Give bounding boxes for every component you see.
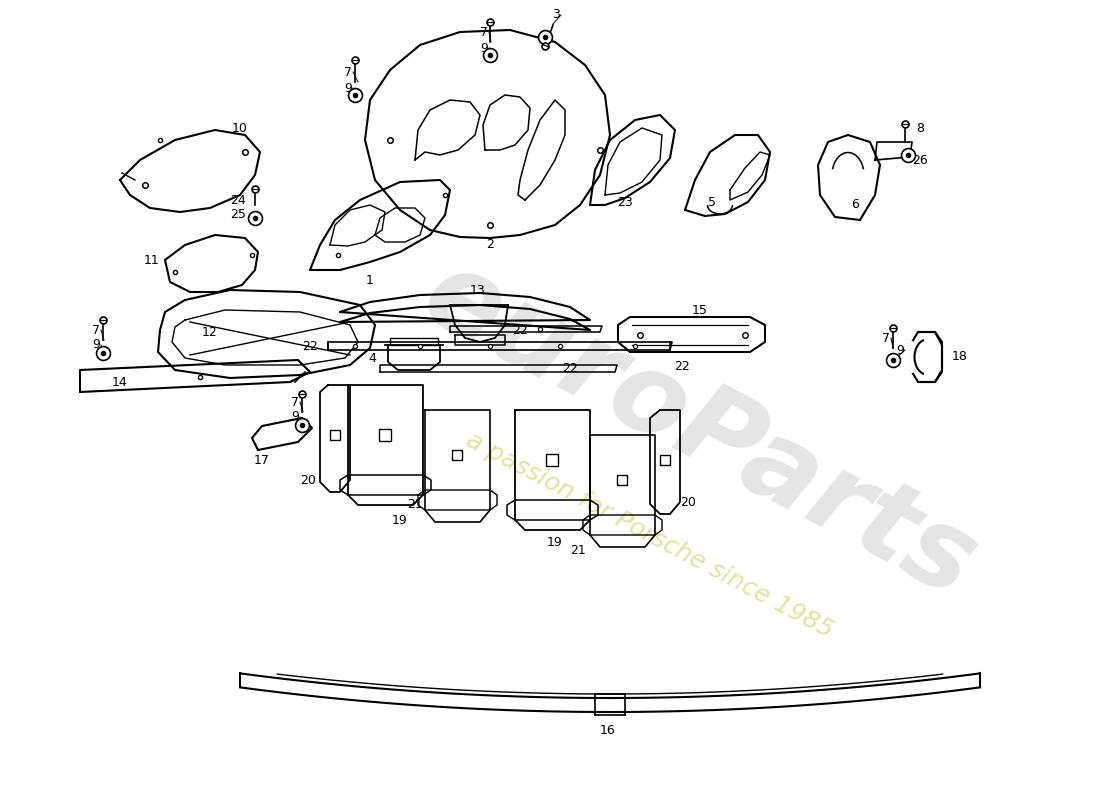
Text: 5: 5 (708, 195, 716, 209)
Text: 16: 16 (601, 723, 616, 737)
Text: euroParts: euroParts (406, 240, 994, 620)
Text: 22: 22 (513, 323, 528, 337)
Text: 9: 9 (480, 42, 488, 54)
Text: 8: 8 (916, 122, 924, 134)
Text: 22: 22 (562, 362, 578, 374)
Text: 21: 21 (407, 498, 422, 511)
Text: 19: 19 (392, 514, 408, 526)
Text: 22: 22 (674, 361, 690, 374)
Text: 23: 23 (617, 195, 632, 209)
Text: 15: 15 (692, 303, 708, 317)
Text: 3: 3 (552, 9, 560, 22)
Text: 7: 7 (480, 26, 488, 38)
Text: 7: 7 (292, 395, 299, 409)
Text: 7: 7 (882, 331, 890, 345)
Text: 26: 26 (912, 154, 928, 166)
Text: 20: 20 (300, 474, 316, 486)
Text: 7: 7 (92, 323, 100, 337)
Text: 11: 11 (144, 254, 159, 266)
Text: 9: 9 (896, 343, 904, 357)
Text: 9: 9 (292, 410, 299, 423)
Text: 1: 1 (366, 274, 374, 286)
Text: 13: 13 (470, 283, 486, 297)
Text: 2: 2 (486, 238, 494, 251)
Text: 18: 18 (953, 350, 968, 363)
Text: 25: 25 (230, 209, 246, 222)
Text: 19: 19 (547, 535, 563, 549)
Text: 7: 7 (344, 66, 352, 78)
Text: 9: 9 (344, 82, 352, 94)
Text: 17: 17 (254, 454, 270, 466)
Text: 10: 10 (232, 122, 248, 134)
Text: 24: 24 (230, 194, 246, 206)
Text: a passion for Porsche since 1985: a passion for Porsche since 1985 (462, 428, 837, 642)
Text: 9: 9 (92, 338, 100, 351)
Text: 21: 21 (570, 543, 586, 557)
Text: 22: 22 (302, 341, 318, 354)
Text: 6: 6 (851, 198, 859, 211)
Text: 14: 14 (112, 375, 128, 389)
Text: 12: 12 (202, 326, 218, 338)
Text: 20: 20 (680, 495, 696, 509)
Text: 9: 9 (538, 31, 546, 45)
Text: 4: 4 (368, 351, 376, 365)
